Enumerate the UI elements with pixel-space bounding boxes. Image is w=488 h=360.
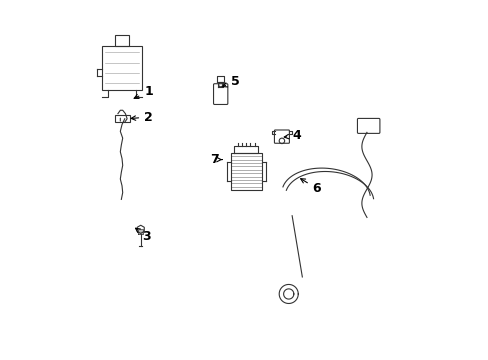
Text: 4: 4 — [284, 129, 300, 142]
Text: 5: 5 — [222, 75, 239, 88]
Text: 6: 6 — [300, 179, 321, 195]
Bar — [230, 153, 261, 190]
Text: 3: 3 — [135, 228, 151, 243]
Text: 2: 2 — [131, 111, 153, 123]
Text: 7: 7 — [210, 153, 222, 166]
Bar — [115, 115, 129, 122]
Text: 1: 1 — [134, 85, 153, 98]
